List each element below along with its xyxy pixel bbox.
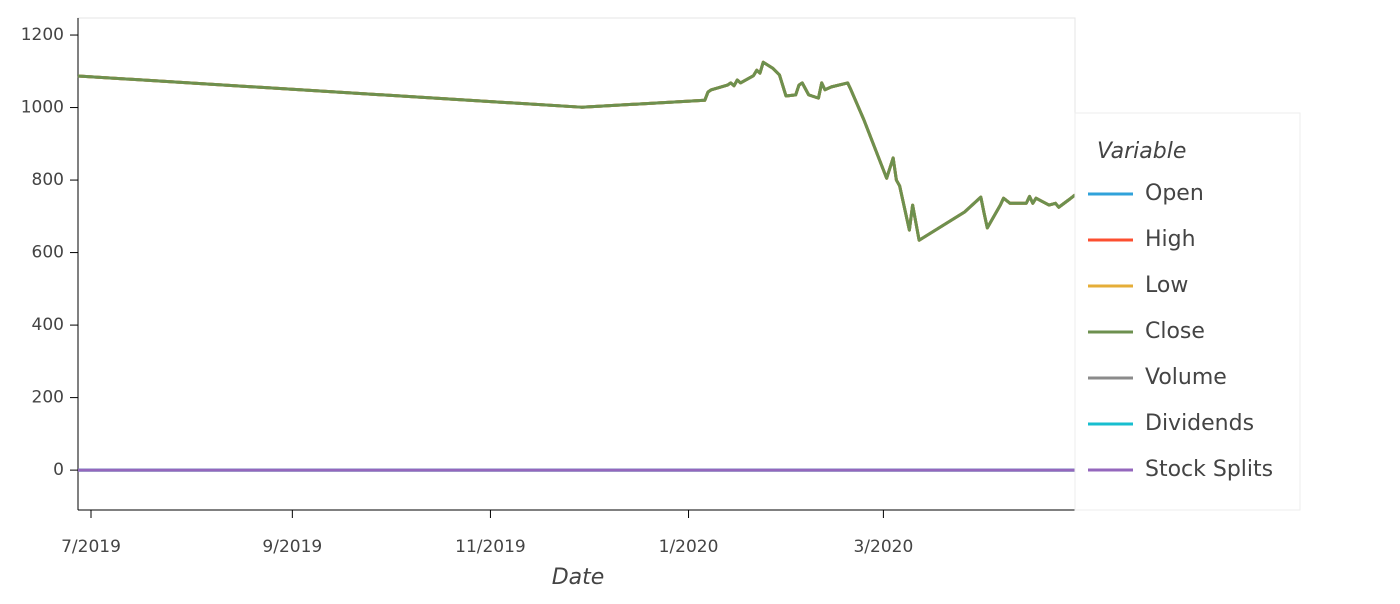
y-tick-label: 400 — [32, 315, 64, 335]
legend-label: Close — [1145, 319, 1205, 344]
lines — [77, 60, 1076, 472]
y-tick-label: 800 — [32, 170, 64, 190]
x-tick-label: 3/2020 — [853, 537, 913, 557]
legend-label: Low — [1145, 273, 1188, 298]
legend-label: Volume — [1145, 365, 1227, 390]
x-tick-label: 7/2019 — [61, 537, 121, 557]
x-axis-title: Date — [552, 565, 605, 590]
y-tick-label: 200 — [32, 388, 64, 408]
x-tick-label: 9/2019 — [262, 537, 322, 557]
series-line — [77, 60, 1076, 242]
legend-label: Open — [1145, 181, 1204, 206]
y-tick-label: 1000 — [21, 98, 64, 118]
x-tick-label: 11/2019 — [455, 537, 526, 557]
y-tick-label: 1200 — [21, 25, 64, 45]
legend-title: Variable — [1097, 139, 1186, 164]
x-tick-label: 1/2020 — [659, 537, 719, 557]
series-line — [77, 60, 1076, 242]
series-line — [77, 60, 1076, 242]
legend-label: High — [1145, 227, 1196, 252]
y-tick-label: 600 — [32, 243, 64, 263]
y-tick-label: 0 — [53, 460, 64, 480]
legend-box — [1074, 112, 1301, 511]
legend-label: Dividends — [1145, 411, 1254, 436]
legend-label: Stock Splits — [1145, 457, 1273, 482]
plot-frame — [77, 17, 1076, 511]
series-line — [77, 60, 1076, 242]
